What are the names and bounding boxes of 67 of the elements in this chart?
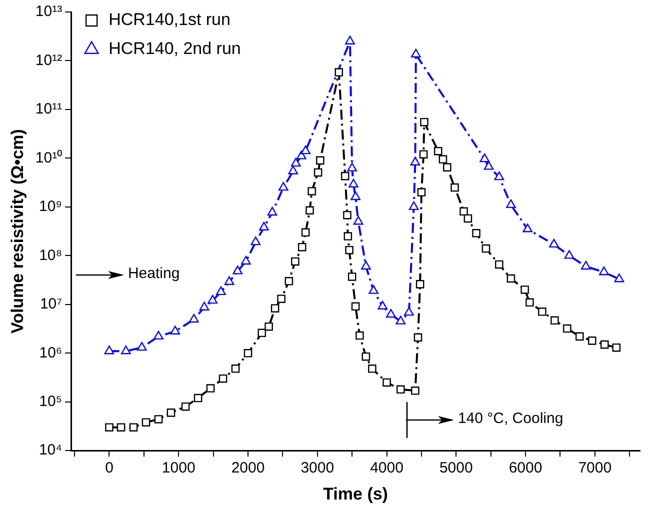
point <box>494 171 504 180</box>
point <box>361 260 371 270</box>
point <box>278 182 288 191</box>
point <box>240 256 251 265</box>
y-tick-label: 10⁶ <box>39 344 62 362</box>
x-tick-label: 0 <box>105 460 114 477</box>
point <box>564 250 574 259</box>
point <box>348 178 358 188</box>
point <box>368 285 379 294</box>
point <box>136 342 147 351</box>
point <box>267 206 278 216</box>
x-tick-label: 3000 <box>300 460 334 477</box>
point <box>345 36 355 44</box>
y-tick-label: 10¹¹ <box>35 100 62 118</box>
point <box>154 330 164 340</box>
y-tick-label: 10¹³ <box>35 3 62 20</box>
point <box>350 191 360 200</box>
point <box>120 346 131 354</box>
point <box>614 274 624 282</box>
point <box>549 238 559 248</box>
point <box>598 266 609 276</box>
y-tick-label: 10⁸ <box>39 246 62 264</box>
y-tick-label: 10⁴ <box>38 442 62 459</box>
point <box>232 266 243 274</box>
point <box>480 153 490 162</box>
point <box>404 306 414 316</box>
x-tick-label: 6000 <box>508 460 542 477</box>
x-axis-title: Time (s) <box>323 484 388 504</box>
point <box>290 158 301 167</box>
y-tick-label: 10⁹ <box>38 198 62 216</box>
y-tick-label: 10⁵ <box>39 393 62 410</box>
point <box>410 48 421 58</box>
y-axis-title: Volume resistivity (Ω•cm) <box>8 129 27 334</box>
y-tick-label: 10⁷ <box>40 296 62 313</box>
point <box>224 276 234 285</box>
y-tick-label: 10¹² <box>35 52 62 69</box>
point <box>216 286 226 296</box>
point <box>288 166 298 174</box>
legend-label: HCR140,1st run <box>108 10 230 30</box>
x-tick-label: 2000 <box>231 460 265 477</box>
point <box>378 300 388 310</box>
x-tick-label: 1000 <box>162 460 196 477</box>
point <box>522 224 533 232</box>
point <box>199 302 210 310</box>
point <box>170 326 180 334</box>
point <box>250 236 261 246</box>
point <box>396 316 406 324</box>
point <box>506 199 516 208</box>
point <box>408 201 419 210</box>
x-tick-label: 4000 <box>370 460 404 477</box>
point <box>300 145 311 154</box>
point <box>259 222 269 231</box>
y-tick-label: 10¹⁰ <box>35 149 62 166</box>
legend-label: HCR140, 2nd run <box>108 39 241 58</box>
point <box>410 156 420 166</box>
point <box>208 294 218 304</box>
annotation: Heating <box>128 265 180 282</box>
point <box>484 161 494 170</box>
point <box>104 346 114 354</box>
annotation: 140 °C, Cooling <box>458 410 564 427</box>
point <box>580 260 591 270</box>
point <box>353 216 364 225</box>
x-tick-label: 5000 <box>439 460 473 477</box>
point <box>386 308 396 318</box>
point <box>347 162 357 172</box>
point <box>188 314 199 323</box>
x-tick-label: 7000 <box>578 460 612 477</box>
